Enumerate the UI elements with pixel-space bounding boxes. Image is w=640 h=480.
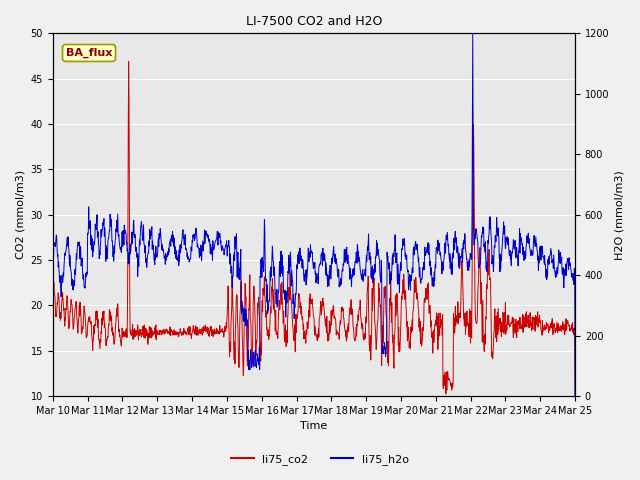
- Y-axis label: CO2 (mmol/m3): CO2 (mmol/m3): [15, 170, 25, 259]
- X-axis label: Time: Time: [300, 421, 328, 432]
- Legend: li75_co2, li75_h2o: li75_co2, li75_h2o: [227, 450, 413, 469]
- Y-axis label: H2O (mmol/m3): H2O (mmol/m3): [615, 170, 625, 260]
- Text: BA_flux: BA_flux: [66, 48, 112, 58]
- Title: LI-7500 CO2 and H2O: LI-7500 CO2 and H2O: [246, 15, 382, 28]
